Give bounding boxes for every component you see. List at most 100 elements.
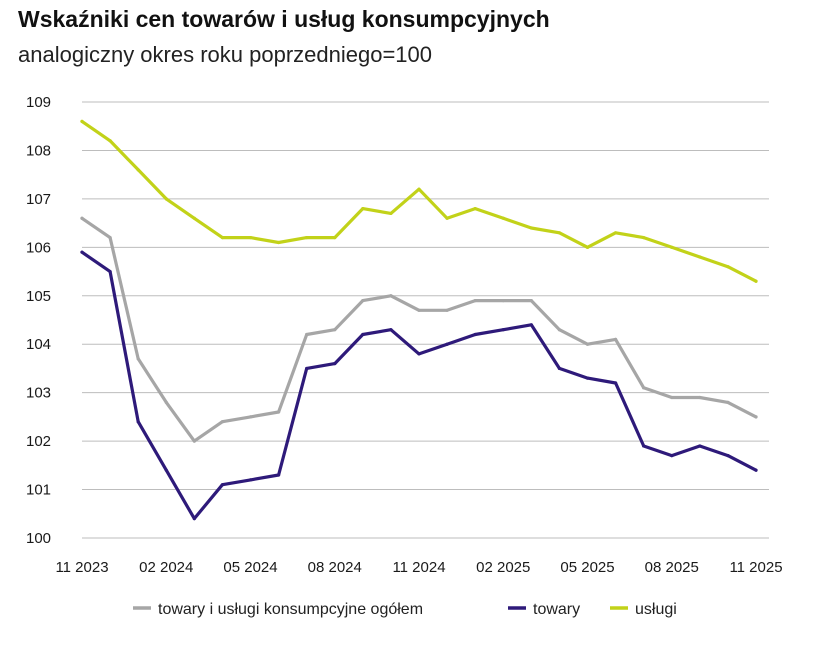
data-point [136, 168, 140, 172]
chart-title: Wskaźniki cen towarów i usług konsumpcyj… [18, 6, 550, 32]
data-point [754, 279, 758, 283]
y-tick-label: 108 [26, 142, 51, 159]
data-point [642, 444, 646, 448]
data-point [361, 332, 365, 337]
data-point [642, 236, 646, 240]
y-tick-label: 103 [26, 385, 51, 402]
data-point [726, 454, 730, 458]
data-point [529, 226, 533, 230]
data-point [698, 395, 702, 400]
x-tick-label: 05 2024 [223, 559, 277, 576]
data-point [473, 299, 477, 303]
y-tick-label: 101 [26, 482, 51, 499]
data-point [613, 337, 618, 341]
data-point [445, 216, 449, 220]
data-point [670, 245, 674, 249]
legend-label: towary i usługi konsumpcyjne ogółem [158, 601, 423, 618]
data-point [276, 473, 281, 477]
data-point [248, 236, 253, 240]
data-point [220, 483, 225, 487]
x-tick-label: 05 2025 [560, 559, 614, 576]
data-point [417, 187, 421, 191]
data-point [164, 400, 168, 404]
data-point [389, 328, 393, 332]
data-point [80, 250, 84, 254]
data-point [136, 357, 140, 361]
data-point [557, 328, 562, 332]
data-point [473, 206, 477, 211]
chart-subtitle: analogiczny okres roku poprzedniego=100 [18, 42, 433, 67]
data-point [333, 236, 337, 240]
data-point [670, 395, 674, 400]
data-point [754, 468, 758, 472]
legend-label: usługi [635, 601, 677, 618]
data-point [585, 342, 590, 346]
y-axis-ticks: 100 101 102 103 104 105 106 107 108 109 [26, 94, 51, 547]
data-point [585, 376, 590, 380]
data-point [501, 299, 505, 303]
data-point [529, 299, 533, 303]
data-point [220, 236, 225, 240]
data-point [389, 294, 393, 298]
series-2 [80, 250, 758, 521]
data-point [108, 139, 112, 143]
data-point [108, 236, 112, 240]
data-point [192, 517, 196, 521]
data-point [248, 478, 253, 482]
data-point [417, 308, 421, 312]
data-point [276, 410, 281, 414]
data-point [192, 439, 196, 443]
series-line [80, 119, 758, 283]
series-1 [80, 216, 758, 443]
y-tick-label: 104 [26, 336, 51, 353]
y-tick-label: 107 [26, 191, 51, 208]
y-tick-label: 100 [26, 530, 51, 547]
data-point [585, 245, 590, 249]
data-point [445, 308, 449, 312]
series-line [80, 216, 758, 443]
data-point [726, 265, 730, 269]
data-point [276, 240, 281, 245]
data-point [670, 454, 674, 458]
data-point [333, 362, 337, 366]
y-tick-label: 102 [26, 433, 51, 450]
x-tick-label: 11 2023 [55, 559, 108, 576]
data-point [220, 420, 225, 424]
data-point [613, 381, 618, 385]
x-tick-label: 02 2024 [139, 559, 193, 576]
data-point [361, 299, 365, 303]
data-point [501, 328, 505, 332]
x-tick-label: 08 2025 [645, 559, 699, 576]
x-tick-label: 11 2024 [392, 559, 445, 576]
data-point [726, 400, 730, 404]
data-point [501, 216, 505, 220]
data-point [305, 332, 309, 337]
series-lines [80, 119, 758, 521]
y-tick-label: 106 [26, 239, 51, 256]
data-point [192, 216, 196, 220]
series-3 [80, 119, 758, 283]
x-tick-label: 11 2025 [729, 559, 782, 576]
x-tick-label: 08 2024 [308, 559, 362, 576]
data-point [557, 366, 562, 371]
data-point [613, 231, 618, 235]
x-axis-ticks: 11 2023 02 2024 05 2024 08 2024 11 2024 02 20… [55, 559, 782, 576]
data-point [80, 216, 84, 220]
y-tick-label: 109 [26, 94, 51, 111]
data-point [698, 444, 702, 448]
data-point [642, 386, 646, 390]
data-point [136, 420, 140, 424]
data-point [473, 332, 477, 337]
series-line [80, 250, 758, 521]
data-point [333, 328, 337, 332]
data-point [164, 468, 168, 472]
data-point [108, 269, 112, 274]
y-tick-label: 105 [26, 288, 51, 305]
data-point [305, 366, 309, 371]
data-point [361, 206, 365, 211]
data-point [164, 197, 168, 201]
data-point [445, 342, 449, 346]
data-point [248, 415, 253, 419]
data-point [529, 323, 533, 327]
